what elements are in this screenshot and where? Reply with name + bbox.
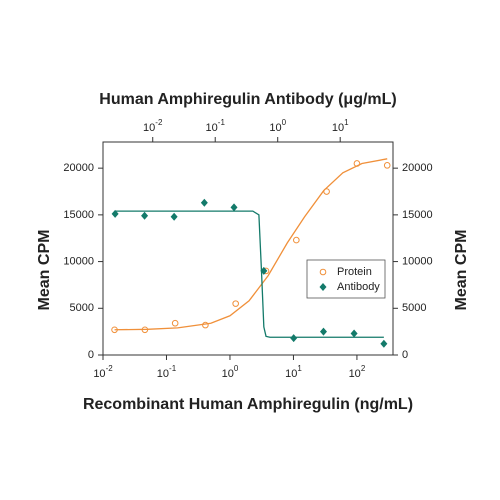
legend-swatch [319,268,327,276]
y-tick-label: 15000 [63,209,94,221]
tick-label: 102 [349,364,366,380]
data-point [290,334,298,343]
tick-label: 100 [269,118,286,134]
tick-label-exponent: 2 [361,364,366,373]
legend-swatch [319,283,327,291]
y2-tick-label: 5000 [402,302,426,314]
tick-label-exponent: 1 [344,118,349,127]
y2-tick-label: 10000 [402,255,433,267]
tick-label: 101 [285,364,302,380]
y-tick-label: 5000 [70,302,94,314]
data-point [141,211,149,220]
data-point [111,326,118,334]
data-point [200,198,208,207]
y-tick-label: 0 [88,349,94,361]
tick-label-base: 10 [269,122,281,134]
tick-label-exponent: -1 [169,364,177,373]
tick-label-base: 10 [206,122,218,134]
tick-label-base: 10 [349,368,361,380]
data-point [380,339,388,348]
data-point [260,266,268,275]
data-point [111,209,119,218]
data-point [323,188,330,195]
data-point [383,162,391,169]
tick-label-exponent: 0 [234,364,239,373]
tick-label-base: 10 [143,122,155,134]
tick-label-exponent: -1 [218,118,226,127]
data-point [171,319,179,327]
data-point [202,321,209,329]
y-axis-title: Mean CPM [36,230,53,311]
tick-label: 10-1 [157,364,177,380]
x-axis-title: Recombinant Human Amphiregulin (ng/mL) [83,396,413,413]
y2-tick-label: 20000 [402,162,433,174]
fit-curve [115,210,384,338]
tick-label-base: 10 [93,368,105,380]
fit-curve [114,158,388,331]
tick-label: 101 [332,118,349,134]
y2-axis-title: Mean CPM [453,230,470,311]
y-tick-label: 20000 [63,162,94,174]
data-point [141,326,149,334]
tick-label-base: 10 [285,368,297,380]
tick-label-base: 10 [332,122,344,134]
plot-frame [102,141,394,356]
legend-box [306,259,386,299]
legend-label: Protein [337,266,372,278]
tick-label-base: 10 [222,368,234,380]
data-point [319,327,327,336]
y2-tick-label: 0 [402,349,408,361]
tick-label-exponent: 1 [297,364,302,373]
y2-tick-label: 15000 [402,209,433,221]
tick-label: 10-2 [93,364,113,380]
legend-label: Antibody [337,281,380,293]
y-tick-label: 10000 [63,255,94,267]
tick-label-exponent: -2 [155,118,163,127]
data-point [350,329,358,338]
x2-axis-title: Human Amphiregulin Antibody (μg/mL) [99,91,396,108]
tick-label: 10-1 [206,118,226,134]
tick-label: 10-2 [143,118,163,134]
tick-label-exponent: 0 [282,118,287,127]
data-point [232,300,239,307]
tick-label-base: 10 [157,368,169,380]
tick-label: 100 [222,364,239,380]
data-point [170,212,178,221]
data-point [293,236,300,244]
data-point [230,203,238,212]
data-point [353,160,361,167]
tick-label-exponent: -2 [106,364,114,373]
